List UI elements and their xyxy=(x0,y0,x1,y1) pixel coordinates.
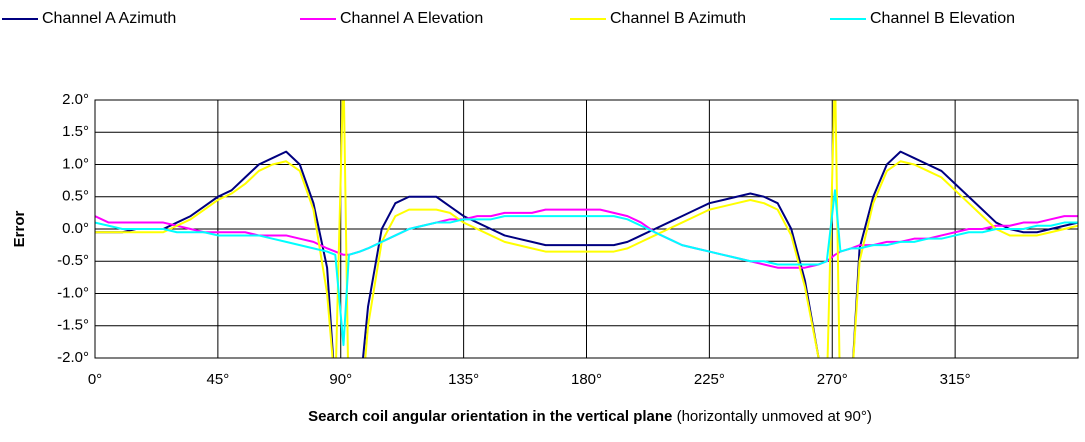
plot-border xyxy=(94,99,1079,359)
x-tick-label: 315° xyxy=(940,371,971,388)
x-axis-title-note: (horizontally unmoved at 90°) xyxy=(677,408,872,425)
y-tick-label: 1.5° xyxy=(62,123,89,140)
x-tick-label: 270° xyxy=(817,371,848,388)
series-line xyxy=(95,100,1078,358)
y-tick-label: -1.5° xyxy=(57,317,89,334)
x-tick-label: 180° xyxy=(571,371,602,388)
x-axis-title: Search coil angular orientation in the v… xyxy=(308,408,872,425)
x-tick-label: 135° xyxy=(448,371,479,388)
y-tick-label: 1.0° xyxy=(62,155,89,172)
y-tick-label: -1.0° xyxy=(57,284,89,301)
series-line xyxy=(95,208,1078,269)
series-line xyxy=(95,189,1078,347)
x-tick-label: 45° xyxy=(207,371,230,388)
x-tick-label: 0° xyxy=(88,371,102,388)
legend-label: Channel A Elevation xyxy=(340,10,483,27)
legend-label: Channel A Azimuth xyxy=(42,10,176,27)
legend-label: Channel B Elevation xyxy=(870,10,1015,27)
legend-label: Channel B Azimuth xyxy=(610,10,746,27)
x-tick-label: 90° xyxy=(329,371,352,388)
y-tick-label: 2.0° xyxy=(62,91,89,108)
x-axis-title-bold: Search coil angular orientation in the v… xyxy=(308,408,672,425)
x-tick-label: 225° xyxy=(694,371,725,388)
y-tick-label: 0.0° xyxy=(62,220,89,237)
y-axis-title: Error xyxy=(11,211,28,248)
series-line xyxy=(95,150,1078,358)
y-tick-label: -2.0° xyxy=(57,349,89,366)
y-tick-label: 0.5° xyxy=(62,188,89,205)
y-tick-label: -0.5° xyxy=(57,252,89,269)
